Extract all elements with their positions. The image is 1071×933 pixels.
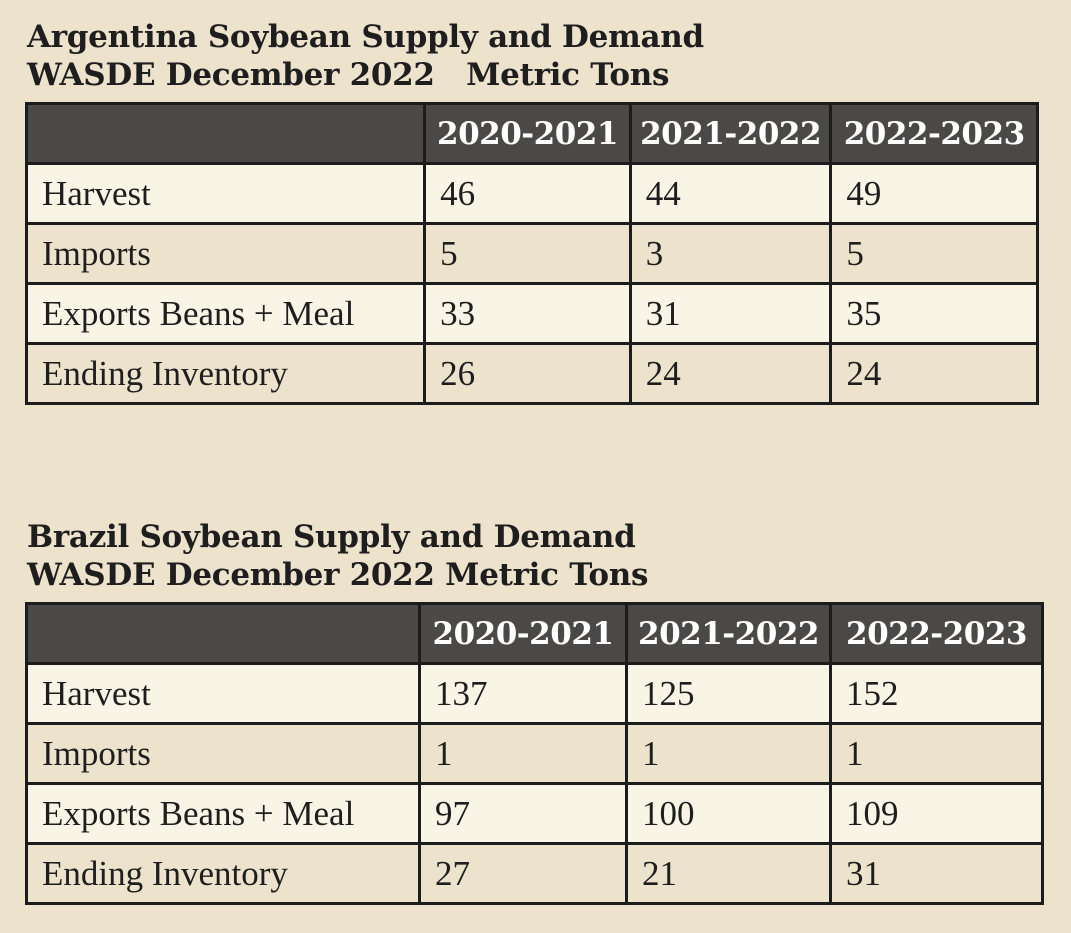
table-cell: 46 (423, 162, 632, 225)
table-cell: 97 (418, 782, 628, 845)
table-cell: 100 (625, 782, 832, 845)
table-cell: 21 (625, 842, 832, 905)
column-header: 2022-2023 (829, 602, 1044, 665)
table-cell: 1 (829, 722, 1044, 785)
table-cell: 31 (829, 842, 1044, 905)
row-label: Harvest (25, 662, 421, 725)
table-cell: 3 (628, 222, 833, 285)
column-header: 2022-2023 (829, 102, 1039, 165)
row-label: Imports (24, 222, 427, 285)
table-header-row: 2020-2021 2021-2022 2022-2023 (24, 102, 1039, 165)
table-cell: 27 (418, 842, 628, 905)
brazil-title-line2: WASDE December 2022 Metric Tons (27, 557, 649, 593)
table-header-row: 2020-2021 2021-2022 2022-2023 (25, 602, 1044, 665)
table-cell: 24 (829, 342, 1039, 405)
column-header: 2020-2021 (423, 102, 632, 165)
column-header: 2020-2021 (418, 602, 628, 665)
brazil-title-line1: Brazil Soybean Supply and Demand (27, 519, 636, 555)
row-label: Exports Beans + Meal (24, 282, 427, 345)
table-cell: 44 (628, 162, 833, 225)
table-cell: 152 (829, 662, 1044, 725)
table-cell: 31 (628, 282, 833, 345)
table-row: Ending Inventory 26 24 24 (24, 342, 1039, 405)
row-label: Ending Inventory (25, 842, 421, 905)
brazil-supply-demand-table: 2020-2021 2021-2022 2022-2023 Harvest 13… (25, 602, 1044, 905)
table-cell: 5 (423, 222, 632, 285)
table-row: Exports Beans + Meal 33 31 35 (24, 282, 1039, 345)
table-cell: 125 (625, 662, 832, 725)
row-label: Imports (25, 722, 421, 785)
table-row: Imports 1 1 1 (25, 722, 1044, 785)
table-row: Harvest 137 125 152 (25, 662, 1044, 725)
table-row: Harvest 46 44 49 (24, 162, 1039, 225)
table-cell: 24 (628, 342, 833, 405)
column-header-blank (24, 102, 427, 165)
table-row: Imports 5 3 5 (24, 222, 1039, 285)
table-cell: 1 (625, 722, 832, 785)
table-row: Exports Beans + Meal 97 100 109 (25, 782, 1044, 845)
table-cell: 33 (423, 282, 632, 345)
table-cell: 109 (829, 782, 1044, 845)
row-label: Exports Beans + Meal (25, 782, 421, 845)
argentina-supply-demand-table: 2020-2021 2021-2022 2022-2023 Harvest 46… (24, 102, 1039, 405)
column-header: 2021-2022 (625, 602, 832, 665)
table-row: Ending Inventory 27 21 31 (25, 842, 1044, 905)
argentina-title-line2: WASDE December 2022 Metric Tons (27, 57, 670, 93)
row-label: Harvest (24, 162, 427, 225)
table-cell: 49 (829, 162, 1039, 225)
table-cell: 137 (418, 662, 628, 725)
column-header-blank (25, 602, 421, 665)
column-header: 2021-2022 (628, 102, 833, 165)
argentina-title-line1: Argentina Soybean Supply and Demand (27, 19, 704, 55)
table-cell: 5 (829, 222, 1039, 285)
table-cell: 26 (423, 342, 632, 405)
row-label: Ending Inventory (24, 342, 427, 405)
table-cell: 1 (418, 722, 628, 785)
table-cell: 35 (829, 282, 1039, 345)
